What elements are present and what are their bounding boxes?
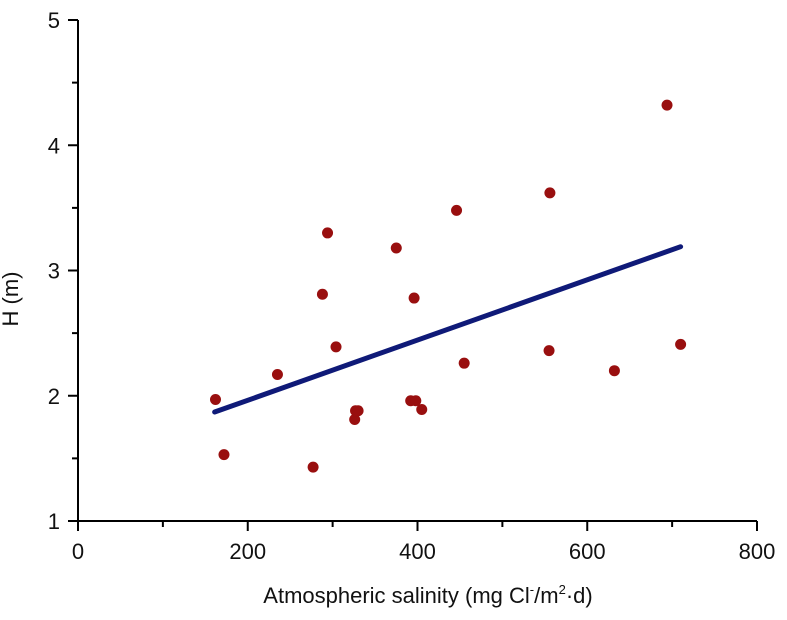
data-point: [544, 187, 556, 199]
fit-line: [212, 244, 684, 415]
data-point: [352, 405, 364, 417]
y-tick-label: 2: [48, 384, 60, 409]
data-point: [209, 394, 221, 406]
data-point: [316, 288, 328, 300]
x-axis-label: Atmospheric salinity (mg Cl-/m2·d): [263, 582, 592, 608]
data-point: [608, 365, 620, 377]
y-axis-label: H (m): [0, 272, 23, 327]
data-point: [322, 227, 334, 239]
data-point: [543, 345, 555, 357]
data-point: [408, 292, 420, 304]
y-tick-label: 5: [48, 8, 60, 33]
axes: [77, 20, 757, 522]
data-point: [271, 368, 283, 380]
x-tick-label: 800: [739, 539, 776, 564]
data-point: [330, 341, 342, 353]
data-point: [218, 449, 230, 461]
x-tick-label: 200: [229, 539, 266, 564]
data-point: [349, 414, 361, 426]
data-point: [410, 395, 422, 407]
y-tick-label: 4: [48, 133, 60, 158]
data-point: [451, 204, 463, 216]
y-tick-label: 1: [48, 509, 60, 534]
data-point: [458, 357, 470, 369]
data-point: [390, 242, 402, 254]
axis-ticks: 0 200 400 600 800 1 2 3 4 5: [48, 8, 776, 564]
x-tick-label: 400: [399, 539, 436, 564]
data-point: [416, 404, 428, 416]
data-point: [307, 461, 319, 473]
fit-line-layer: [212, 244, 684, 415]
data-point: [661, 99, 673, 111]
data-points: [209, 99, 687, 473]
x-tick-label: 0: [72, 539, 84, 564]
x-tick-label: 600: [569, 539, 606, 564]
y-tick-label: 3: [48, 259, 60, 284]
data-point: [675, 338, 687, 350]
